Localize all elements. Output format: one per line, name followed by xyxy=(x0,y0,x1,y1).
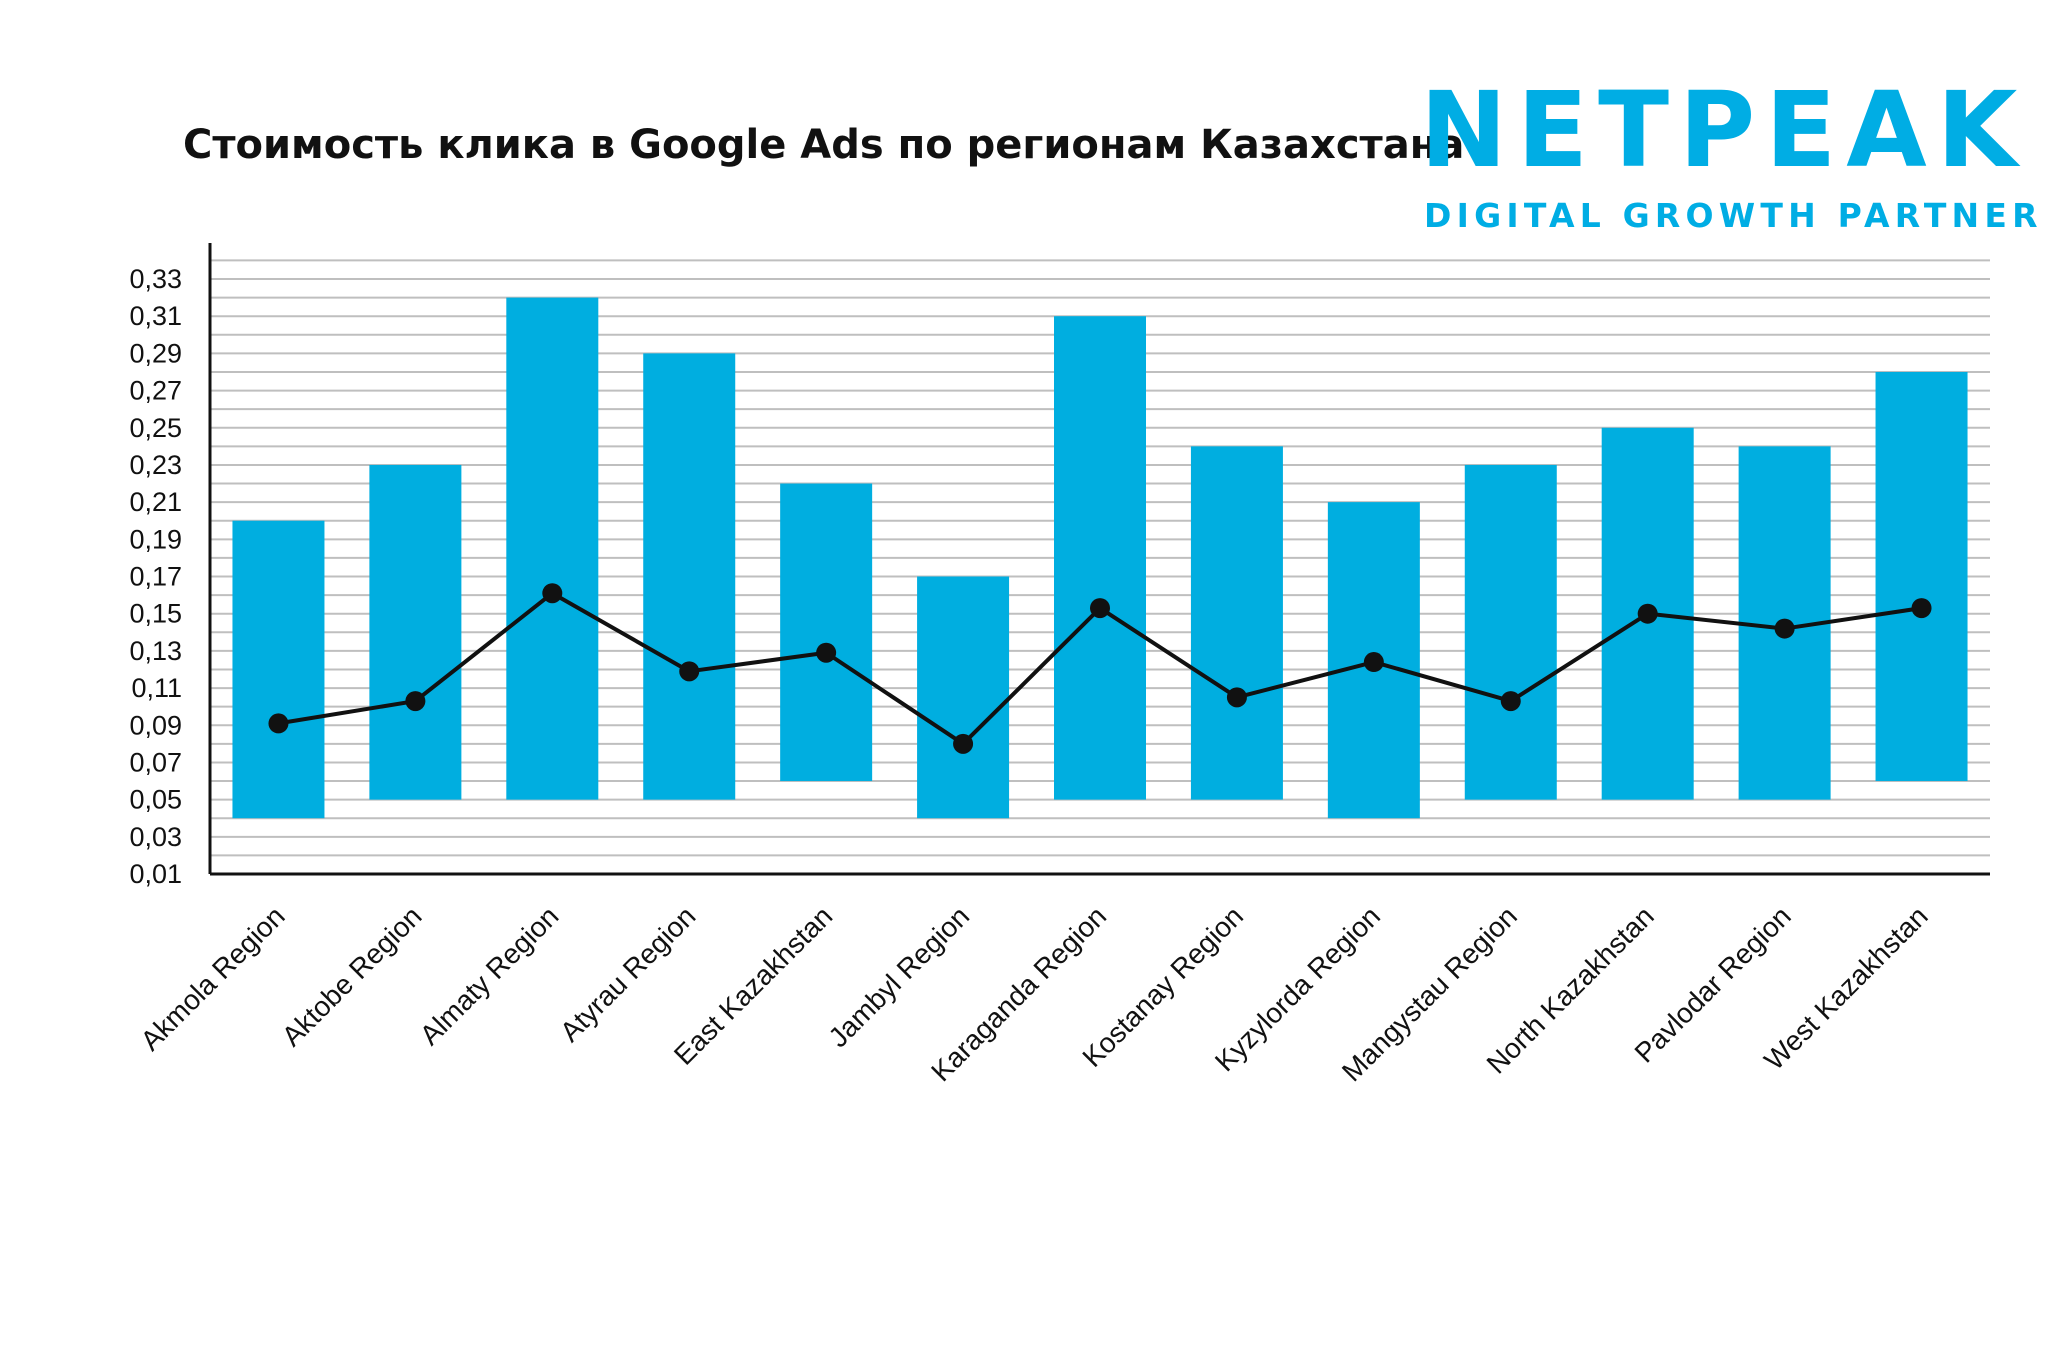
average-line xyxy=(268,583,1932,754)
y-tick-label: 0,31 xyxy=(129,301,182,331)
average-point xyxy=(1774,618,1795,639)
chart-title: Стоимость клика в Google Ads по регионам… xyxy=(183,122,1465,168)
x-category-label: Akmola Region xyxy=(135,900,291,1056)
average-point xyxy=(679,661,700,682)
y-tick-label: 0,27 xyxy=(129,376,182,406)
average-point xyxy=(816,642,837,663)
average-point xyxy=(1363,652,1384,673)
average-point xyxy=(1911,598,1932,619)
y-tick-label: 0,29 xyxy=(129,338,182,368)
y-tick-label: 0,19 xyxy=(129,524,182,554)
y-tick-label: 0,15 xyxy=(129,599,182,629)
average-point xyxy=(1500,691,1521,712)
netpeak-logo: NETPEAK DIGITAL GROWTH PARTNER xyxy=(1420,78,2038,238)
y-tick-label: 0,03 xyxy=(129,822,182,852)
average-point xyxy=(1226,687,1247,708)
range-bar xyxy=(232,520,325,819)
range-bar xyxy=(1875,371,1968,782)
range-bar xyxy=(1190,446,1283,800)
x-category-label: Atyrau Region xyxy=(554,900,701,1047)
range-bar xyxy=(506,297,599,800)
average-point xyxy=(1090,598,1110,619)
average-point xyxy=(405,691,426,712)
range-bar xyxy=(643,353,736,800)
y-tick-label: 0,07 xyxy=(129,747,182,777)
logo-wordmark: NETPEAK xyxy=(1420,69,2028,191)
range-bar xyxy=(917,576,1010,819)
average-point xyxy=(542,583,563,604)
y-tick-label: 0,11 xyxy=(131,673,182,703)
x-category-label: Aktobe Region xyxy=(276,900,428,1052)
average-point xyxy=(1637,603,1658,624)
logo-tagline: DIGITAL GROWTH PARTNER xyxy=(1424,196,2043,235)
y-tick-label: 0,23 xyxy=(129,450,182,480)
range-bar xyxy=(780,483,873,782)
x-category-label: Jambyl Region xyxy=(822,900,975,1053)
range-bar xyxy=(1464,464,1557,800)
y-tick-label: 0,21 xyxy=(129,487,182,517)
y-tick-label: 0,33 xyxy=(129,264,182,294)
range-bar xyxy=(369,464,462,800)
average-point xyxy=(953,733,974,754)
y-tick-label: 0,17 xyxy=(129,562,182,592)
y-tick-label: 0,01 xyxy=(129,859,182,889)
y-tick-label: 0,25 xyxy=(129,413,182,443)
average-point xyxy=(268,713,289,734)
y-tick-label: 0,13 xyxy=(129,636,182,666)
y-tick-label: 0,05 xyxy=(129,785,182,815)
y-axis-ticks: 0,01 0,03 0,05 0,07 0,09 0,11 0,13 0,15 0,17 0,19… xyxy=(129,264,182,889)
x-category-label: Almaty Region xyxy=(414,900,565,1051)
y-tick-label: 0,09 xyxy=(129,710,182,740)
range-bar xyxy=(1054,316,1146,800)
